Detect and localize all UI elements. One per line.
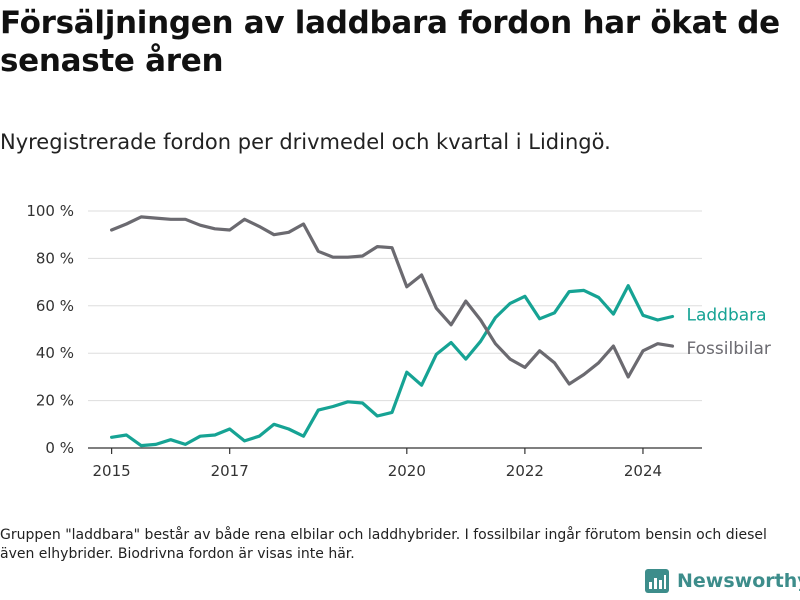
chart-note: Gruppen "laddbara" består av både rena e…	[0, 527, 767, 562]
gridlines	[88, 210, 702, 402]
y-tick-label: 40 %	[36, 344, 74, 362]
logo-text: Newsworthy	[677, 570, 800, 592]
series-labels: Laddbara Fossilbilar	[686, 305, 770, 359]
newsworthy-logo: Newsworthy	[645, 569, 800, 593]
y-tick-label: 80 %	[36, 249, 74, 267]
x-tick-label: 2022	[506, 462, 544, 480]
x-tick-label: 2020	[388, 462, 426, 480]
series-label-laddbara: Laddbara	[686, 305, 766, 325]
chart-title: Försäljningen av laddbara fordon har öka…	[0, 5, 780, 79]
series-label-fossilbilar: Fossilbilar	[686, 339, 770, 359]
newsworthy-logo-icon	[645, 569, 669, 593]
y-tick-label: 60 %	[36, 297, 74, 315]
series-lines	[109, 215, 675, 448]
line-chart: 0 % 20 % 40 % 60 % 80 % 100 % 2015 2017 2020 202…	[26, 202, 771, 480]
x-tick-label: 2024	[624, 462, 662, 480]
chart-subtitle: Nyregistrerade fordon per drivmedel och …	[0, 130, 611, 154]
x-tick-label: 2015	[93, 462, 131, 480]
series-line-laddbara	[109, 284, 675, 448]
y-tick-label: 100 %	[26, 202, 74, 220]
y-tick-label: 20 %	[36, 392, 74, 410]
y-tick-label: 0 %	[45, 439, 74, 457]
series-line-fossilbilar	[109, 215, 675, 386]
y-axis-ticks: 0 % 20 % 40 % 60 % 80 % 100 %	[26, 202, 74, 457]
x-axis: 2015 2017 2020 2022 2024	[88, 447, 702, 480]
x-tick-label: 2017	[211, 462, 249, 480]
